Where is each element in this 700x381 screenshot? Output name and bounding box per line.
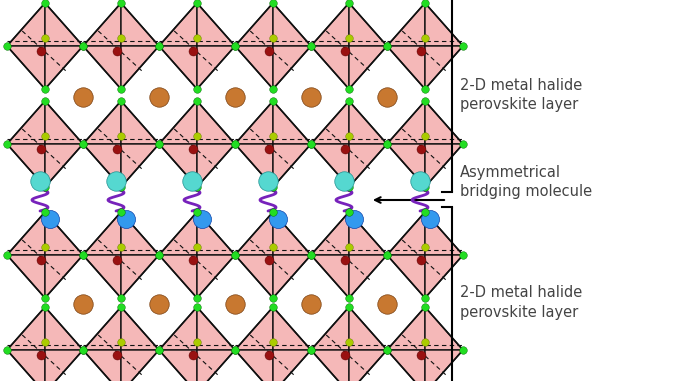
Polygon shape	[235, 3, 273, 46]
Polygon shape	[159, 144, 197, 187]
Polygon shape	[7, 212, 45, 255]
Polygon shape	[311, 46, 349, 89]
Polygon shape	[83, 255, 121, 298]
Polygon shape	[45, 255, 83, 298]
Polygon shape	[425, 212, 463, 255]
Polygon shape	[349, 144, 387, 187]
Polygon shape	[235, 255, 273, 298]
Text: 2-D metal halide
perovskite layer: 2-D metal halide perovskite layer	[460, 285, 582, 320]
Polygon shape	[7, 255, 45, 298]
Polygon shape	[311, 144, 349, 187]
Polygon shape	[349, 255, 387, 298]
Polygon shape	[7, 101, 45, 144]
Polygon shape	[425, 144, 463, 187]
Polygon shape	[197, 144, 235, 187]
Polygon shape	[425, 101, 463, 144]
Polygon shape	[349, 101, 387, 144]
Polygon shape	[235, 144, 273, 187]
Polygon shape	[7, 307, 45, 350]
Polygon shape	[45, 307, 83, 350]
Polygon shape	[349, 212, 387, 255]
Polygon shape	[45, 101, 83, 144]
Polygon shape	[273, 255, 311, 298]
Polygon shape	[121, 144, 159, 187]
Polygon shape	[273, 46, 311, 89]
Polygon shape	[197, 255, 235, 298]
Polygon shape	[235, 350, 273, 381]
Polygon shape	[159, 255, 197, 298]
Polygon shape	[159, 101, 197, 144]
Polygon shape	[45, 144, 83, 187]
Polygon shape	[311, 101, 349, 144]
Polygon shape	[83, 46, 121, 89]
Polygon shape	[197, 307, 235, 350]
Text: 2-D metal halide
perovskite layer: 2-D metal halide perovskite layer	[460, 78, 582, 112]
Polygon shape	[83, 307, 121, 350]
Polygon shape	[121, 212, 159, 255]
Polygon shape	[159, 350, 197, 381]
Polygon shape	[273, 307, 311, 350]
Polygon shape	[387, 255, 425, 298]
Polygon shape	[387, 101, 425, 144]
Polygon shape	[45, 3, 83, 46]
Polygon shape	[83, 144, 121, 187]
Polygon shape	[387, 144, 425, 187]
Polygon shape	[197, 3, 235, 46]
Polygon shape	[349, 46, 387, 89]
Polygon shape	[159, 212, 197, 255]
Polygon shape	[197, 212, 235, 255]
Polygon shape	[121, 255, 159, 298]
Polygon shape	[387, 3, 425, 46]
Polygon shape	[121, 350, 159, 381]
Polygon shape	[235, 212, 273, 255]
Polygon shape	[387, 212, 425, 255]
Polygon shape	[197, 350, 235, 381]
Polygon shape	[273, 350, 311, 381]
Polygon shape	[387, 46, 425, 89]
Polygon shape	[83, 350, 121, 381]
Polygon shape	[197, 101, 235, 144]
Polygon shape	[235, 101, 273, 144]
Polygon shape	[121, 101, 159, 144]
Polygon shape	[197, 46, 235, 89]
Polygon shape	[121, 46, 159, 89]
Polygon shape	[273, 212, 311, 255]
Polygon shape	[83, 101, 121, 144]
Polygon shape	[273, 101, 311, 144]
Polygon shape	[83, 3, 121, 46]
Polygon shape	[45, 212, 83, 255]
Polygon shape	[311, 212, 349, 255]
Polygon shape	[387, 307, 425, 350]
Polygon shape	[83, 212, 121, 255]
Polygon shape	[387, 350, 425, 381]
Polygon shape	[7, 46, 45, 89]
Polygon shape	[273, 144, 311, 187]
Polygon shape	[159, 46, 197, 89]
Polygon shape	[159, 307, 197, 350]
Polygon shape	[425, 350, 463, 381]
Polygon shape	[311, 3, 349, 46]
Polygon shape	[45, 46, 83, 89]
Polygon shape	[349, 307, 387, 350]
Polygon shape	[7, 350, 45, 381]
Polygon shape	[425, 255, 463, 298]
Polygon shape	[311, 350, 349, 381]
Polygon shape	[121, 3, 159, 46]
Polygon shape	[45, 350, 83, 381]
Text: Asymmetrical
bridging molecule: Asymmetrical bridging molecule	[460, 165, 592, 199]
Polygon shape	[121, 307, 159, 350]
Polygon shape	[425, 307, 463, 350]
Polygon shape	[311, 255, 349, 298]
Polygon shape	[311, 307, 349, 350]
Polygon shape	[159, 3, 197, 46]
Polygon shape	[273, 3, 311, 46]
Polygon shape	[235, 307, 273, 350]
Polygon shape	[235, 46, 273, 89]
Polygon shape	[7, 3, 45, 46]
Polygon shape	[349, 350, 387, 381]
Polygon shape	[425, 3, 463, 46]
Polygon shape	[425, 46, 463, 89]
Polygon shape	[349, 3, 387, 46]
Polygon shape	[7, 144, 45, 187]
